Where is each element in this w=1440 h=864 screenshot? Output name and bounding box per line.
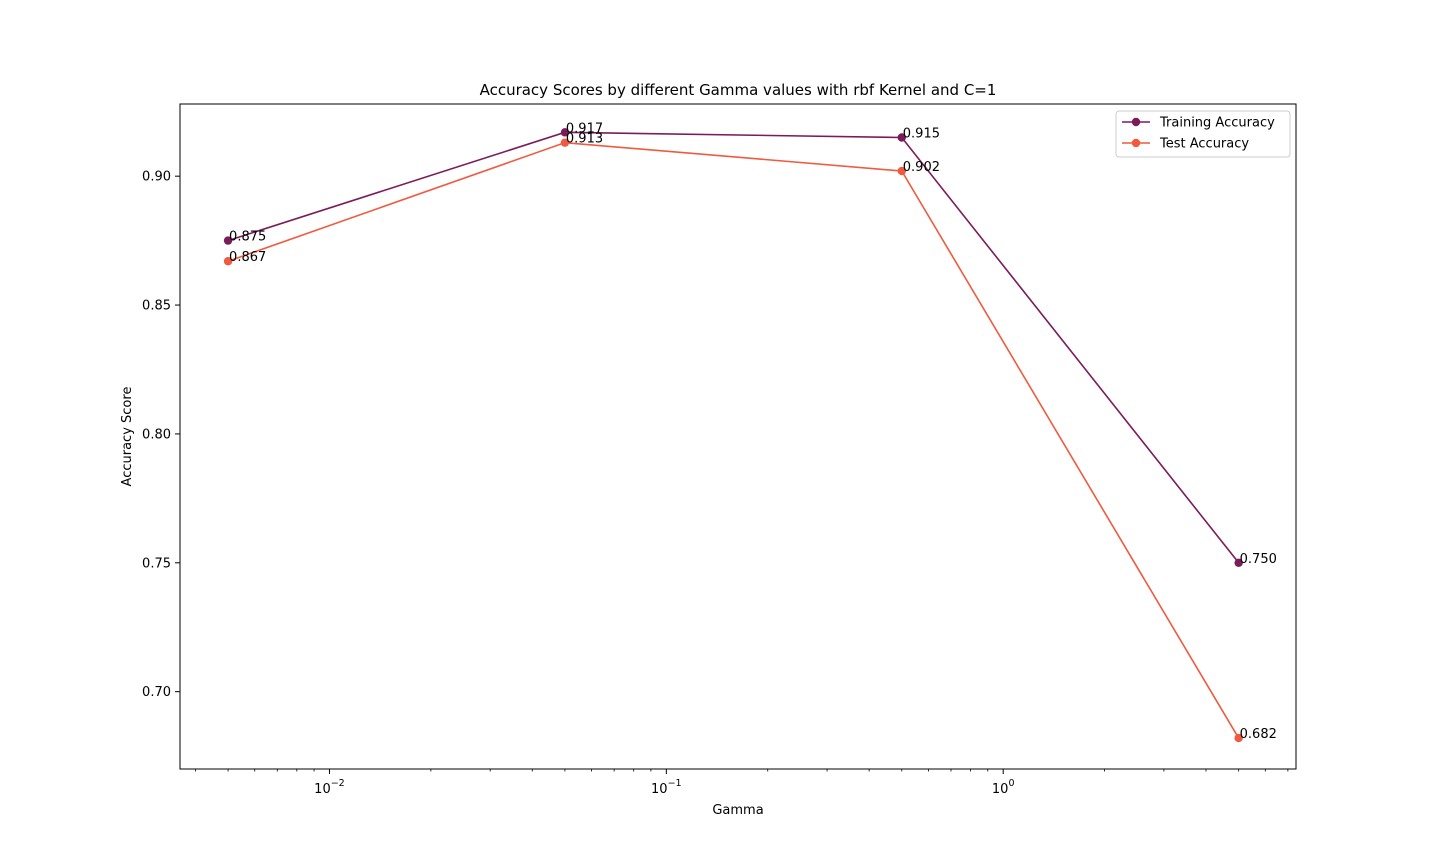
data-label: 0.750 xyxy=(1240,552,1277,567)
data-label: 0.902 xyxy=(903,160,940,175)
chart-title: Accuracy Scores by different Gamma value… xyxy=(480,81,997,99)
data-point xyxy=(1234,733,1243,743)
x-axis-label: Gamma xyxy=(712,803,763,818)
data-label: 0.913 xyxy=(566,132,603,147)
data-point xyxy=(560,138,570,147)
data-labels: 0.875 0.917 0.915 0.750 0.867 0.913 0.902 0.682 xyxy=(229,121,1277,742)
data-point xyxy=(560,128,570,137)
x-axis-ticks: 10−2 10−1 100 xyxy=(195,769,1289,797)
x-tick-base: 10 xyxy=(651,782,668,797)
x-tick-label: 10−2 xyxy=(314,778,345,797)
legend-label: Test Accuracy xyxy=(1159,137,1249,152)
y-tick-label: 0.75 xyxy=(142,556,171,571)
x-tick-exponent: −2 xyxy=(331,778,345,789)
x-tick-exponent: −1 xyxy=(668,778,682,789)
series-line xyxy=(227,141,1240,739)
series-1 xyxy=(223,138,1243,743)
legend-marker xyxy=(1131,138,1141,148)
legend-label: Training Accuracy xyxy=(1159,116,1275,131)
x-tick-exponent: 0 xyxy=(1008,778,1014,789)
data-point xyxy=(897,166,906,176)
series-0 xyxy=(223,128,1243,567)
x-tick-base: 10 xyxy=(314,782,331,797)
y-tick-label: 0.90 xyxy=(142,170,171,185)
data-label: 0.875 xyxy=(229,230,266,245)
y-tick-label: 0.85 xyxy=(142,299,171,314)
series-line xyxy=(227,131,1240,564)
legend-item: Test Accuracy xyxy=(1122,137,1249,152)
y-axis-label: Accuracy Score xyxy=(120,387,135,487)
data-point xyxy=(1234,558,1243,567)
plot-frame xyxy=(179,103,1297,770)
data-label: 0.917 xyxy=(566,121,603,136)
x-tick-label: 100 xyxy=(992,778,1015,797)
data-label: 0.682 xyxy=(1240,727,1277,742)
data-label: 0.915 xyxy=(903,127,940,142)
y-axis-ticks: 0.70 0.75 0.80 0.85 0.90 xyxy=(142,170,180,700)
legend-item: Training Accuracy xyxy=(1122,116,1275,131)
y-tick-label: 0.80 xyxy=(142,427,171,442)
legend-box xyxy=(1115,110,1291,158)
series-layer xyxy=(223,128,1243,743)
x-tick-label: 10−1 xyxy=(651,778,682,797)
legend-marker xyxy=(1131,117,1141,127)
x-tick-base: 10 xyxy=(992,782,1009,797)
plot-area xyxy=(179,103,1297,770)
y-tick-label: 0.70 xyxy=(142,685,171,700)
legend: Training Accuracy Test Accuracy xyxy=(1115,110,1291,158)
data-point xyxy=(223,236,233,245)
data-label: 0.867 xyxy=(229,250,266,265)
data-point xyxy=(223,257,233,266)
data-point xyxy=(897,133,906,142)
